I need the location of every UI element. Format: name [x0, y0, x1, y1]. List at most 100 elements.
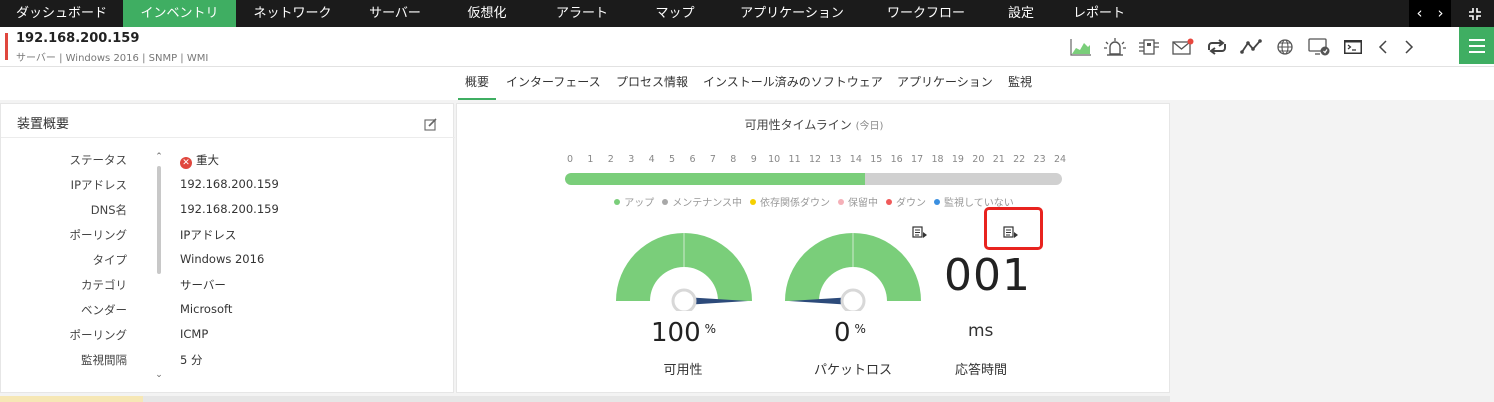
- report-icon-response[interactable]: [1003, 224, 1019, 243]
- hour-tick-label: 0: [566, 154, 574, 165]
- summary-value: 192.168.200.159: [180, 202, 279, 216]
- terminal-icon[interactable]: [1338, 35, 1368, 59]
- timeline-title: 可用性タイムライン (今日): [457, 116, 1171, 133]
- tab-installed-software[interactable]: インストール済みのソフトウェア: [703, 75, 883, 89]
- nav-tab-map[interactable]: マップ: [655, 6, 695, 21]
- timeline-up-segment[interactable]: [565, 173, 866, 185]
- timeline-hours: 0 1 2 3 4 5 6 7 8 9 10 11 12 13 14 15 16 17 18 19 20 21 22 23 24: [565, 154, 1067, 166]
- summary-row: カテゴリ サーバー: [0, 277, 440, 302]
- hour-tick-label: 12: [808, 154, 822, 165]
- device-subtitle: サーバー | Windows 2016 | SNMP | WMI: [16, 53, 209, 64]
- sync-icon[interactable]: [1202, 35, 1232, 59]
- chart-icon[interactable]: [1066, 35, 1096, 59]
- scrollbar-thumb[interactable]: [157, 166, 161, 274]
- status-indicator-bar: [5, 33, 8, 60]
- fullscreen-icon[interactable]: [1456, 0, 1494, 27]
- nav-tab-workflow[interactable]: ワークフロー: [886, 6, 965, 21]
- nav-tab-dashboard[interactable]: ダッシュボード: [15, 6, 107, 21]
- device-subtabs: 概要 インターフェース プロセス情報 インストール済みのソフトウェア アプリケー…: [0, 67, 1494, 100]
- scroll-up-icon[interactable]: ⌃: [155, 152, 163, 162]
- summary-key: ポーリング: [69, 228, 128, 242]
- summary-value: IPアドレス: [180, 227, 236, 243]
- chevron-right-icon[interactable]: [1398, 35, 1420, 59]
- hamburger-menu-icon[interactable]: [1459, 27, 1494, 64]
- summary-value: ICMP: [180, 327, 208, 341]
- hour-tick-label: 14: [849, 154, 862, 165]
- hour-tick-label: 19: [951, 154, 964, 165]
- legend-label: 監視していない: [944, 198, 1014, 209]
- nav-next-button[interactable]: ›: [1437, 4, 1444, 22]
- summary-value: 192.168.200.159: [180, 177, 279, 191]
- legend-item: メンテナンス中: [662, 194, 742, 209]
- summary-row: ステータス ✕ 重大: [0, 152, 440, 177]
- report-icon[interactable]: [912, 224, 928, 243]
- nav-tab-inventory[interactable]: インベントリ: [123, 0, 236, 27]
- alarm-icon[interactable]: [1100, 35, 1130, 59]
- summary-key: カテゴリ: [81, 278, 127, 292]
- summary-row: ポーリング ICMP: [0, 327, 440, 352]
- hour-tick-label: 7: [709, 154, 716, 165]
- packet-loss-number: 0: [834, 318, 851, 348]
- hour-tick-label: 11: [788, 154, 801, 165]
- summary-row: ベンダー Microsoft: [0, 302, 440, 327]
- scroll-down-icon[interactable]: ⌄: [155, 370, 163, 380]
- nav-tab-virtualization[interactable]: 仮想化: [467, 6, 507, 21]
- hour-tick-label: 23: [1033, 154, 1046, 165]
- critical-status-icon: ✕: [180, 157, 192, 169]
- packet-loss-gauge: [785, 233, 921, 311]
- legend-item: 依存関係ダウン: [750, 194, 830, 209]
- globe-icon[interactable]: [1270, 35, 1300, 59]
- availability-number: 100: [651, 318, 701, 348]
- legend-label: 保留中: [848, 198, 879, 209]
- hour-tick-label: 17: [911, 154, 924, 165]
- summary-key: DNS名: [90, 203, 127, 217]
- timeline-title-text: 可用性タイムライン: [744, 118, 852, 132]
- summary-scrollbar[interactable]: ⌃ ⌄: [154, 152, 164, 384]
- nav-prev-button[interactable]: ‹: [1416, 4, 1423, 22]
- tab-process-info[interactable]: プロセス情報: [616, 75, 689, 89]
- summary-value-text: 重大: [196, 153, 219, 167]
- summary-value: 5 分: [180, 352, 202, 368]
- hour-tick-label: 5: [669, 154, 676, 165]
- legend-dot-icon: [838, 198, 845, 205]
- nav-tab-server[interactable]: サーバー: [369, 6, 421, 21]
- availability-panel: 可用性タイムライン (今日) 0 1 2 3 4 5 6 7 8 9 10 11 12 13 14 15 16 1…: [456, 103, 1170, 393]
- chevron-left-icon[interactable]: [1372, 35, 1394, 59]
- nav-tab-settings[interactable]: 設定: [1007, 6, 1034, 21]
- graph-icon[interactable]: [1236, 35, 1266, 59]
- tab-interfaces[interactable]: インターフェース: [506, 75, 601, 89]
- monitor-icon[interactable]: [1304, 35, 1334, 59]
- packet-loss-value: 0%: [834, 318, 866, 348]
- tab-monitoring[interactable]: 監視: [1008, 75, 1033, 89]
- mail-icon[interactable]: [1168, 35, 1198, 59]
- hour-tick-label: 24: [1053, 154, 1067, 165]
- hour-tick-label: 21: [992, 154, 1005, 165]
- nav-tab-alert[interactable]: アラート: [555, 6, 608, 21]
- summary-row: タイプ Windows 2016: [0, 252, 440, 277]
- summary-value-text: IPアドレス: [180, 228, 237, 242]
- edit-icon[interactable]: [424, 116, 437, 135]
- tab-applications[interactable]: アプリケーション: [897, 75, 993, 89]
- packet-loss-label: パケットロス: [813, 363, 892, 378]
- network-icon[interactable]: [1134, 35, 1164, 59]
- hour-tick-label: 16: [890, 154, 903, 165]
- nav-tab-network[interactable]: ネットワーク: [253, 6, 332, 21]
- top-navigation: ダッシュボード インベントリ ネットワーク サーバー 仮想化 アラート マップ …: [0, 0, 1494, 27]
- timeline-bar[interactable]: [565, 173, 1062, 185]
- summary-value: ✕ 重大: [180, 152, 219, 169]
- panel-title: 装置概要: [17, 117, 70, 132]
- summary-value-text: ICMP: [180, 327, 209, 341]
- summary-row: 監視間隔 5 分: [0, 352, 440, 377]
- nav-tab-applications[interactable]: アプリケーション: [740, 6, 844, 21]
- summary-key: ベンダー: [81, 303, 127, 317]
- summary-value-text: Microsoft: [180, 302, 233, 316]
- summary-value-text: サーバー: [180, 278, 226, 292]
- legend-dot-icon: [662, 198, 669, 205]
- tab-overview[interactable]: 概要: [458, 67, 496, 100]
- bottom-strip: [0, 396, 1170, 402]
- summary-key: タイプ: [92, 253, 128, 267]
- nav-tab-reports[interactable]: レポート: [1072, 6, 1125, 21]
- legend-label: アップ: [624, 198, 655, 209]
- summary-value-text: 5 分: [180, 353, 203, 367]
- highlight-box: [984, 207, 1043, 250]
